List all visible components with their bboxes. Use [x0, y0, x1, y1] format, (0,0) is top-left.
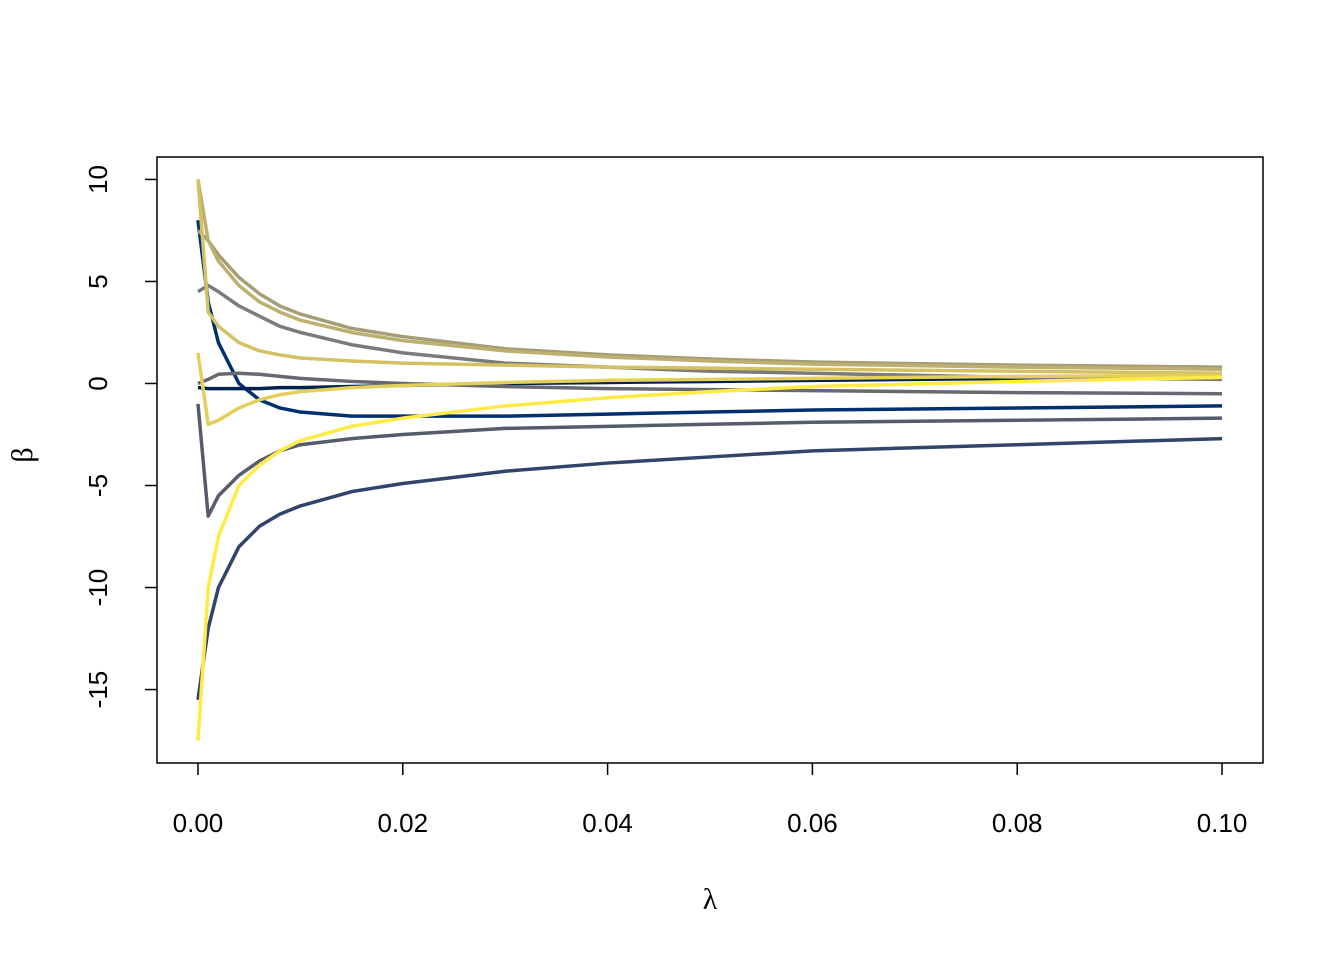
series-line [196, 179, 1223, 371]
series-line [196, 436, 1223, 700]
x-tick-label: 0.04 [582, 808, 633, 838]
x-tick-label: 0.10 [1197, 808, 1248, 838]
y-tick-label: 10 [83, 165, 113, 194]
series-line [196, 403, 1223, 518]
y-tick-label: 0 [83, 376, 113, 390]
y-tick-label: -10 [83, 569, 113, 607]
y-tick-label: -15 [83, 671, 113, 709]
series-line [196, 220, 1223, 418]
x-tick-label: 0.02 [377, 808, 428, 838]
y-axis-label: β [6, 447, 39, 462]
x-tick-label: 0.08 [992, 808, 1043, 838]
series-line [196, 375, 1223, 741]
series-line [197, 371, 1223, 396]
series-line [197, 283, 1223, 382]
series-line [196, 229, 1223, 369]
x-axis-label: λ [703, 883, 718, 916]
series-line [196, 179, 1223, 376]
series-line [196, 352, 1223, 427]
plot-frame [156, 156, 1264, 764]
x-tick-label: 0.00 [173, 808, 224, 838]
y-tick-label: 5 [83, 274, 113, 288]
y-tick-label: -5 [83, 474, 113, 497]
x-tick-label: 0.06 [787, 808, 838, 838]
